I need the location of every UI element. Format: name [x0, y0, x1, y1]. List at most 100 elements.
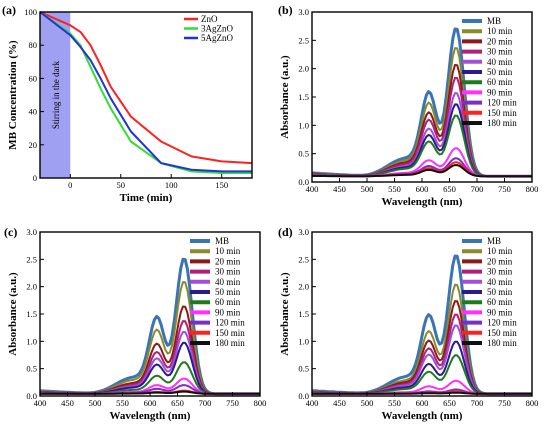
legend-label: 40 min: [215, 277, 241, 287]
plot-frame: [39, 11, 253, 179]
x-tick-label: 550: [388, 398, 401, 408]
y-axis-label: MB Concentration (%): [7, 40, 19, 150]
y-tick-label: 20: [29, 140, 38, 150]
legend-label: 150 min: [487, 108, 517, 118]
x-tick-label: 600: [416, 184, 429, 194]
x-tick-label: 500: [361, 184, 374, 194]
panel-label: (b): [278, 3, 293, 17]
x-tick-label: 450: [333, 184, 346, 194]
x-axis-label: Time (min): [120, 192, 173, 204]
x-tick-label: 800: [526, 184, 539, 194]
x-tick-label: 50: [117, 180, 126, 190]
x-tick-label: 400: [306, 184, 319, 194]
x-tick-label: 750: [226, 398, 239, 408]
legend-label: 50 min: [487, 287, 513, 297]
legend-label: 20 min: [487, 256, 513, 266]
x-tick-label: 700: [199, 398, 212, 408]
legend-label: 150 min: [487, 328, 517, 338]
legend-label: 180 min: [487, 118, 517, 128]
legend-label: 10 min: [487, 246, 513, 256]
y-tick-label: 80: [29, 40, 38, 50]
y-tick-label: 1.0: [298, 120, 309, 130]
legend-label: 90 min: [487, 307, 513, 317]
x-tick-label: 800: [526, 398, 539, 408]
x-tick-label: 700: [471, 398, 484, 408]
x-tick-label: 750: [498, 398, 511, 408]
legend-label: 60 min: [487, 77, 513, 87]
y-tick-label: 100: [24, 7, 37, 17]
y-tick-label: 2.5: [298, 254, 309, 264]
legend-label: 20 min: [487, 36, 513, 46]
x-axis-label: Wavelength (nm): [382, 410, 463, 422]
x-tick-label: 600: [144, 398, 157, 408]
y-axis-label: Absorbance (a.u.): [279, 55, 291, 139]
x-tick-label: 400: [34, 398, 47, 408]
legend-label: 120 min: [487, 98, 517, 108]
x-tick-label: 650: [443, 184, 456, 194]
legend-label: 30 min: [487, 47, 513, 57]
legend-label: 120 min: [215, 318, 245, 328]
y-tick-label: 3.0: [298, 227, 309, 237]
x-tick-label: 0: [68, 180, 72, 190]
legend-label: 30 min: [487, 267, 513, 277]
x-tick-label: 700: [471, 184, 484, 194]
x-tick-label: 450: [61, 398, 74, 408]
legend-label: 60 min: [215, 297, 241, 307]
legend-label: 150 min: [215, 328, 245, 338]
legend-label: 180 min: [215, 338, 245, 348]
y-tick-label: 0.0: [298, 177, 309, 187]
x-tick-label: 500: [361, 398, 374, 408]
y-tick-label: 0.5: [298, 364, 309, 374]
legend-label: MB: [215, 236, 229, 246]
series-line-zno: [39, 11, 253, 165]
legend-label: 40 min: [487, 277, 513, 287]
x-tick-label: 750: [498, 184, 511, 194]
legend-label: 3AgZnO: [201, 24, 233, 34]
legend-label: 60 min: [487, 297, 513, 307]
legend-label: 30 min: [215, 267, 241, 277]
legend-label: 40 min: [487, 57, 513, 67]
x-axis-label: Wavelength (nm): [110, 410, 191, 422]
legend-label: 10 min: [215, 246, 241, 256]
y-tick-label: 0.0: [26, 391, 37, 401]
y-tick-label: 3.0: [26, 227, 37, 237]
x-tick-label: 500: [89, 398, 102, 408]
annotation-stirring: Stirring in the dark: [51, 60, 61, 129]
x-tick-label: 550: [388, 184, 401, 194]
y-tick-label: 2.5: [298, 35, 309, 45]
legend-label: MB: [487, 236, 501, 246]
legend-label: 180 min: [487, 338, 517, 348]
x-tick-label: 650: [443, 398, 456, 408]
y-tick-label: 1.5: [298, 309, 309, 319]
y-tick-label: 0.5: [26, 364, 37, 374]
y-tick-label: 1.0: [26, 336, 37, 346]
y-tick-label: 0: [33, 173, 37, 183]
y-axis-label: Absorbance (a.u.): [7, 272, 19, 356]
x-tick-label: 150: [215, 180, 228, 190]
legend-label: 120 min: [487, 318, 517, 328]
y-tick-label: 0.0: [298, 391, 309, 401]
legend-label: 50 min: [487, 67, 513, 77]
legend-label: 50 min: [215, 287, 241, 297]
y-tick-label: 60: [29, 73, 38, 83]
y-tick-label: 0.5: [298, 149, 309, 159]
dark-region: [40, 12, 71, 178]
legend-label: 90 min: [215, 307, 241, 317]
series-line-5agzno: [39, 11, 252, 173]
x-axis-label: Wavelength (nm): [382, 196, 463, 208]
legend-label: 10 min: [487, 26, 513, 36]
y-axis-label: Absorbance (a.u.): [279, 272, 291, 356]
y-tick-label: 1.5: [298, 92, 309, 102]
panel-label: (d): [278, 225, 293, 239]
x-tick-label: 600: [416, 398, 429, 408]
y-tick-label: 40: [29, 107, 38, 117]
panel-label: (c): [4, 225, 17, 239]
legend-label: 20 min: [215, 256, 241, 266]
y-tick-label: 2.0: [298, 282, 309, 292]
legend-label: 5AgZnO: [201, 33, 233, 43]
y-tick-label: 1.0: [298, 336, 309, 346]
y-tick-label: 1.5: [26, 309, 37, 319]
y-tick-label: 2.0: [298, 64, 309, 74]
panel-label: (a): [2, 3, 16, 17]
